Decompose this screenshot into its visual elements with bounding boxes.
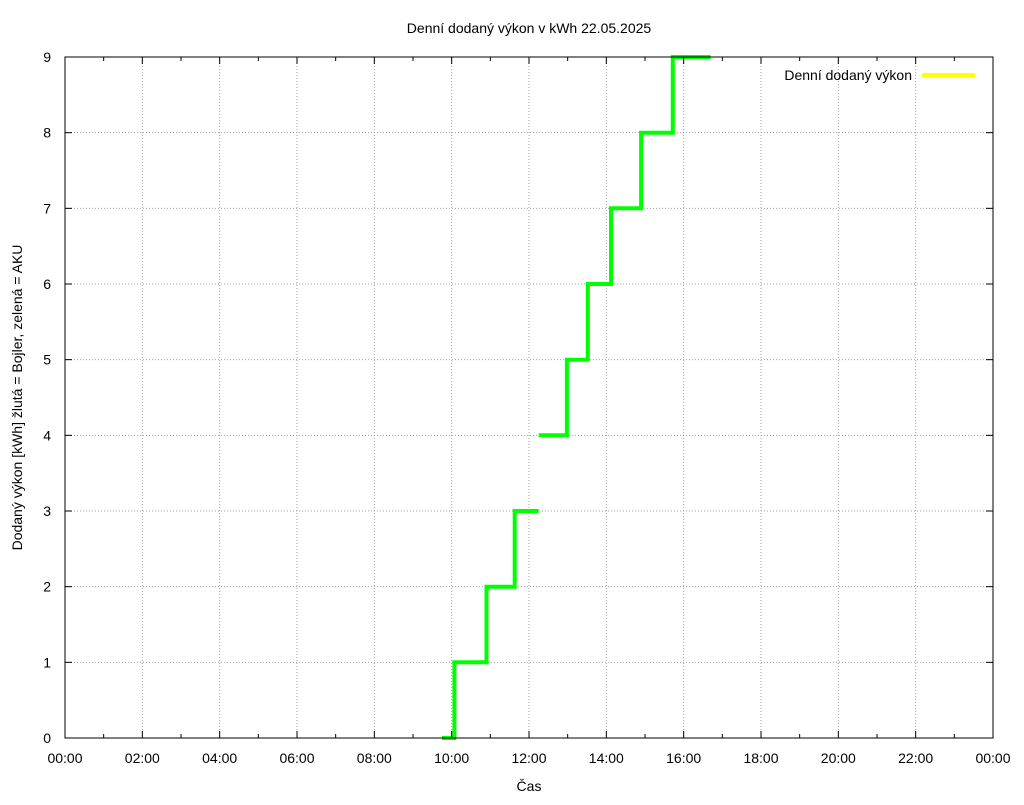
x-tick-label: 00:00 [975, 750, 1010, 766]
y-tick-label: 1 [43, 654, 51, 670]
series-layer [442, 55, 711, 740]
legend-label: Denní dodaný výkon [784, 67, 912, 83]
x-tick-label: 22:00 [898, 750, 933, 766]
series-line [442, 509, 539, 740]
x-tick-label: 02:00 [125, 750, 160, 766]
x-tick-label: 00:00 [47, 750, 82, 766]
y-axis-label: Dodaný výkon [kWh] žlutá = Bojler, zelen… [9, 245, 25, 551]
y-tick-label: 2 [43, 579, 51, 595]
tick-layer: 00:00 02:00 04:00 06:00 08:00 10:00 12:00 14:00… [43, 49, 1011, 766]
y-tick-label: 3 [43, 503, 51, 519]
series-line [538, 55, 711, 438]
chart-title: Denní dodaný výkon v kWh 22.05.2025 [407, 20, 652, 36]
y-tick-label: 9 [43, 49, 51, 65]
x-tick-label: 06:00 [279, 750, 314, 766]
x-tick-label: 16:00 [666, 750, 701, 766]
y-tick-label: 4 [43, 427, 51, 443]
grid-layer [65, 57, 993, 738]
y-tick-label: 5 [43, 352, 51, 368]
y-tick-label: 0 [43, 730, 51, 746]
y-tick-label: 6 [43, 276, 51, 292]
y-tick-label: 7 [43, 200, 51, 216]
x-axis-label: Čas [517, 778, 542, 794]
y-tick-label: 8 [43, 125, 51, 141]
x-tick-label: 08:00 [357, 750, 392, 766]
x-tick-label: 14:00 [589, 750, 624, 766]
legend: Denní dodaný výkon [784, 67, 975, 83]
x-tick-label: 12:00 [511, 750, 546, 766]
x-tick-label: 04:00 [202, 750, 237, 766]
x-tick-label: 18:00 [743, 750, 778, 766]
x-tick-label: 10:00 [434, 750, 469, 766]
x-tick-label: 20:00 [821, 750, 856, 766]
